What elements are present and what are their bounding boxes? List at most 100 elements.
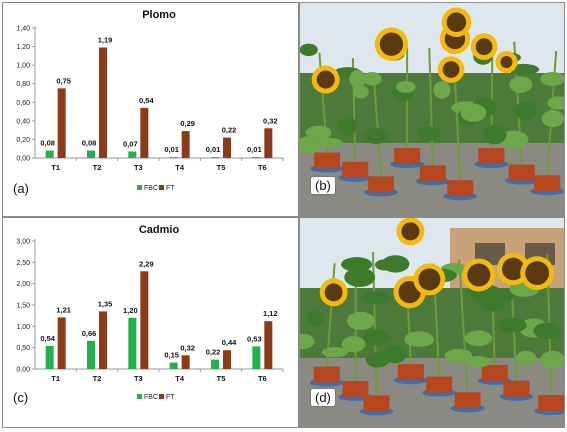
data-label: 0,08 — [82, 139, 97, 148]
pot — [509, 165, 535, 181]
y-tick-label: 1,00 — [16, 324, 30, 331]
y-tick-label: 0,00 — [16, 156, 30, 163]
data-label: 0,53 — [247, 334, 262, 343]
leaf — [349, 70, 365, 88]
data-label: 1,21 — [56, 305, 71, 314]
sunflower-disk — [467, 263, 490, 286]
leaf — [382, 255, 410, 272]
bar-ft — [99, 311, 107, 369]
sunflower-disk — [500, 56, 512, 68]
bar-ft — [182, 131, 190, 158]
leaf — [498, 318, 527, 332]
leaf — [540, 351, 564, 369]
data-label: 0,07 — [123, 140, 138, 149]
leaf — [363, 329, 389, 345]
data-label: 1,35 — [98, 299, 113, 308]
pot — [534, 175, 560, 191]
sunflower-disk — [443, 61, 460, 78]
bar-fbc — [252, 346, 260, 369]
pot — [398, 364, 424, 380]
legend-swatch-fbc — [137, 394, 142, 399]
x-tick-label: T3 — [134, 374, 143, 383]
x-tick-label: T6 — [258, 163, 267, 172]
x-tick-label: T1 — [51, 163, 60, 172]
leaf — [465, 330, 493, 346]
x-tick-label: T5 — [217, 374, 226, 383]
leaf — [366, 352, 390, 368]
sunflower-disk — [317, 71, 335, 89]
panel-label-a: (a) — [13, 181, 29, 196]
photo-sunflowers-b — [300, 3, 564, 216]
y-tick-label: 2,50 — [16, 260, 30, 267]
leaf — [307, 311, 324, 327]
data-label: 0,22 — [222, 126, 237, 135]
data-label: 0,44 — [222, 338, 237, 347]
y-tick-label: 0,50 — [16, 345, 30, 352]
bar-fbc — [211, 157, 219, 158]
bar-ft — [140, 271, 148, 369]
pot — [363, 395, 389, 411]
data-label: 0,01 — [164, 145, 179, 154]
sunflower-disk — [476, 38, 493, 55]
y-tick-label: 0,20 — [16, 137, 30, 144]
bar-fbc — [128, 152, 136, 159]
legend-swatch-ft — [159, 185, 164, 190]
bar-ft — [182, 355, 190, 369]
pot — [538, 395, 564, 411]
bar-ft — [58, 317, 66, 369]
panel-label-d: (d) — [310, 388, 336, 407]
leaf — [363, 128, 390, 144]
chart-title: Plomo — [142, 9, 176, 21]
leaf — [361, 291, 390, 304]
data-label: 0,22 — [206, 348, 221, 357]
bar-fbc — [252, 157, 260, 158]
panel-d: (d) — [299, 217, 565, 428]
data-label: 0,75 — [56, 76, 71, 85]
leaf — [306, 126, 332, 140]
photo-sunflowers-d — [300, 218, 564, 427]
data-label: 0,15 — [164, 351, 179, 360]
leaf — [483, 125, 507, 144]
bar-fbc — [128, 318, 136, 369]
leaf — [533, 323, 561, 339]
pot — [455, 392, 481, 408]
x-tick-label: T5 — [217, 163, 226, 172]
sunflower-disk — [401, 222, 419, 240]
pot — [420, 165, 446, 181]
leaf — [418, 127, 442, 141]
x-tick-label: T3 — [134, 163, 143, 172]
leaf — [461, 104, 487, 122]
bar-ft — [223, 350, 231, 369]
leaf — [542, 110, 564, 127]
leaf — [300, 44, 318, 57]
data-label: 0,66 — [82, 329, 97, 338]
leaf — [466, 356, 491, 367]
pot — [503, 381, 529, 397]
data-label: 0,32 — [180, 343, 195, 352]
y-tick-label: 1,40 — [16, 26, 30, 33]
data-label: 2,29 — [139, 259, 154, 268]
pot — [314, 153, 340, 169]
panel-label-c: (c) — [13, 390, 28, 405]
data-label: 0,29 — [180, 119, 195, 128]
bar-fbc — [87, 341, 95, 369]
y-tick-label: 2,00 — [16, 281, 30, 288]
legend-label-ft: FT — [166, 394, 175, 401]
leaf — [347, 312, 375, 330]
panel-b: (b) — [299, 2, 565, 217]
y-tick-label: 1,20 — [16, 44, 30, 51]
bar-fbc — [87, 151, 95, 158]
leaf — [433, 81, 450, 98]
bar-ft — [99, 48, 107, 159]
legend-label-ft: FT — [166, 185, 175, 192]
pot — [394, 148, 420, 164]
x-tick-label: T4 — [175, 374, 185, 383]
sunflower-disk — [447, 13, 467, 33]
bar-fbc — [170, 363, 178, 369]
bar-fbc — [211, 360, 219, 369]
pot — [482, 365, 508, 381]
legend-label-fbc: FBC — [144, 185, 158, 192]
bar-ft — [223, 138, 231, 158]
